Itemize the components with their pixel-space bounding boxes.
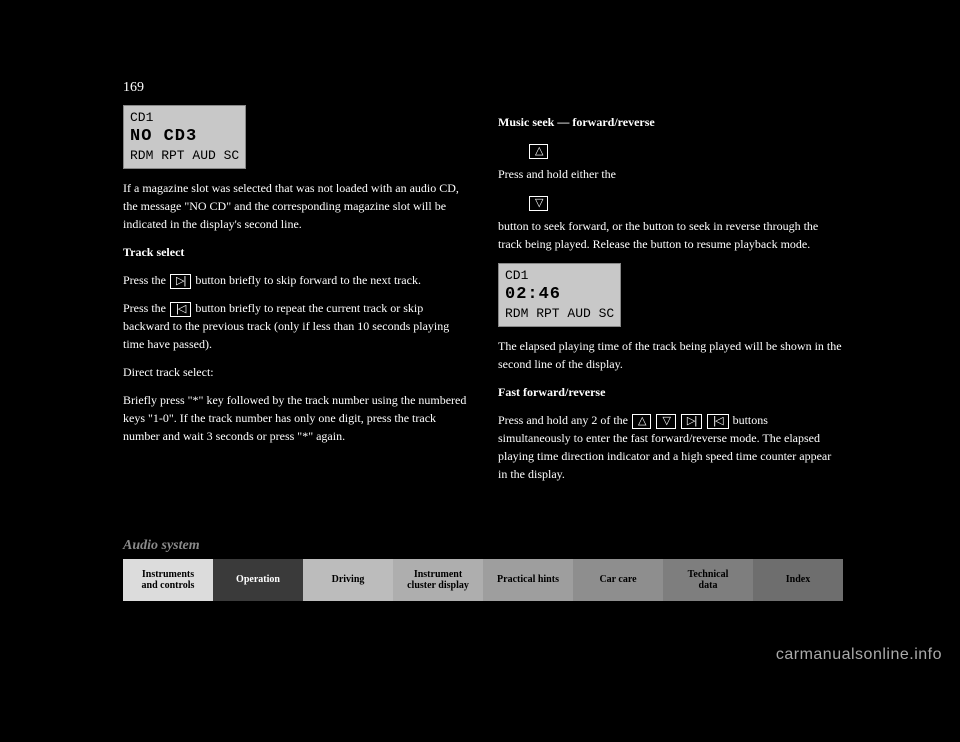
lcd-line-2: NO CD3	[130, 126, 239, 147]
para-no-cd: If a magazine slot was selected that was…	[123, 179, 468, 233]
para-fast-fwd: Press and hold any 2 of the △ ▽ ▷| |◁ bu…	[498, 411, 843, 483]
footer-tab[interactable]: Index	[753, 559, 843, 601]
footer-tab[interactable]: Car care	[573, 559, 663, 601]
lcd-line-2: 02:46	[505, 284, 614, 305]
prev-track-icon: |◁	[170, 302, 191, 317]
footer-tab[interactable]: Practical hints	[483, 559, 573, 601]
para-direct-label: Direct track select:	[123, 363, 468, 381]
footer-tab[interactable]: Instrumentcluster display	[393, 559, 483, 601]
lcd-no-cd: CD1 NO CD3 RDM RPT AUD SC	[123, 105, 246, 169]
para-skip-back: Press the |◁ button briefly to repeat th…	[123, 299, 468, 353]
para-skip-forward: Press the ▷| button briefly to skip forw…	[123, 271, 468, 289]
lcd-line-3: RDM RPT AUD SC	[505, 306, 614, 322]
up-icon: △	[529, 144, 548, 159]
para-elapsed: The elapsed playing time of the track be…	[498, 337, 843, 373]
lcd-line-1: CD1	[505, 268, 614, 284]
heading-music-seek: Music seek — forward/reverse	[498, 113, 843, 131]
footer-tabs: Instrumentsand controlsOperationDrivingI…	[123, 559, 843, 601]
up-icon: △	[632, 414, 651, 429]
para-direct-desc: Briefly press "*" key followed by the tr…	[123, 391, 468, 445]
next-track-icon: ▷|	[681, 414, 702, 429]
footer-tab[interactable]: Operation	[213, 559, 303, 601]
next-track-icon: ▷|	[170, 274, 191, 289]
para-seek-cont: button to seek forward, or the button to…	[498, 217, 843, 253]
prev-track-icon: |◁	[707, 414, 728, 429]
footer-tab[interactable]: Technicaldata	[663, 559, 753, 601]
footer-tab[interactable]: Instrumentsand controls	[123, 559, 213, 601]
text: Press the	[123, 273, 169, 287]
heading-track-select: Track select	[123, 243, 468, 261]
down-button-row: ▽	[528, 193, 843, 211]
right-column: Music seek — forward/reverse △ Press and…	[498, 105, 843, 493]
text: Press and hold either the	[498, 167, 616, 181]
footer-tab[interactable]: Driving	[303, 559, 393, 601]
text: button briefly to skip forward to the ne…	[192, 273, 421, 287]
lcd-time: CD1 02:46 RDM RPT AUD SC	[498, 263, 621, 327]
section-label: Audio system	[123, 538, 200, 554]
watermark: carmanualsonline.info	[776, 646, 942, 664]
lcd-line-1: CD1	[130, 110, 239, 126]
main-content: CD1 NO CD3 RDM RPT AUD SC If a magazine …	[123, 105, 843, 493]
heading-fast-fwd: Fast forward/reverse	[498, 383, 843, 401]
page-number: 169	[123, 80, 144, 96]
text: button to seek forward, or the	[498, 219, 643, 233]
left-column: CD1 NO CD3 RDM RPT AUD SC If a magazine …	[123, 105, 468, 493]
text: Press the	[123, 301, 169, 315]
text: Press and hold any 2 of the	[498, 413, 631, 427]
lcd-line-3: RDM RPT AUD SC	[130, 148, 239, 164]
down-icon: ▽	[529, 196, 548, 211]
down-icon: ▽	[656, 414, 675, 429]
para-seek: Press and hold either the	[498, 165, 843, 183]
up-button-row: △	[528, 141, 843, 159]
